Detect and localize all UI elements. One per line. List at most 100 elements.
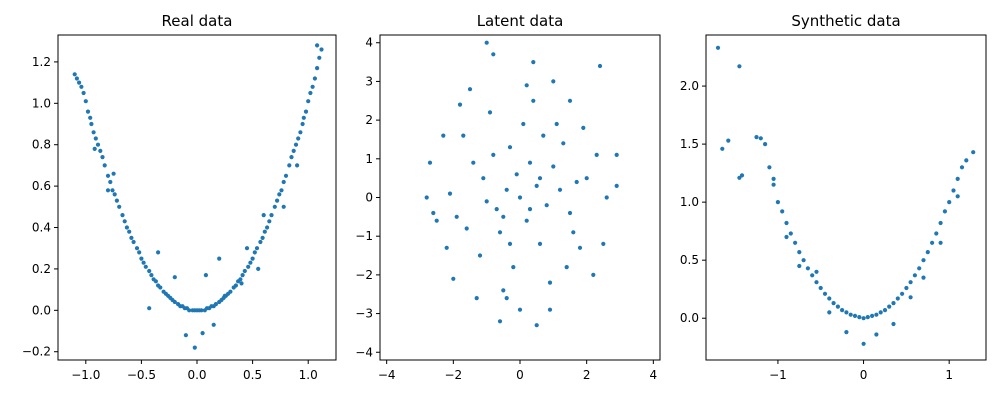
real-data-title: Real data: [162, 12, 233, 30]
data-point: [930, 240, 935, 245]
data-point: [925, 250, 930, 255]
data-point: [614, 183, 619, 188]
data-point: [934, 231, 939, 236]
data-point: [775, 200, 781, 205]
data-point: [319, 47, 324, 52]
data-point: [481, 176, 486, 181]
data-point: [584, 176, 589, 181]
data-point: [289, 155, 294, 160]
data-point: [291, 148, 296, 153]
data-point: [534, 323, 539, 328]
data-point: [92, 146, 97, 151]
data-point: [434, 218, 439, 223]
data-point: [238, 277, 243, 282]
data-point: [827, 310, 832, 315]
data-point: [98, 148, 103, 153]
data-point: [788, 231, 793, 236]
data-point: [141, 260, 146, 265]
x-tick-label: 1: [945, 368, 953, 382]
data-point: [861, 341, 866, 346]
data-point: [720, 146, 725, 151]
data-point: [537, 176, 543, 181]
synthetic-data-axes-frame: [705, 34, 987, 361]
data-point: [454, 214, 459, 219]
data-point: [93, 136, 98, 141]
data-point: [143, 264, 148, 269]
latent-data-panel: Latent data −4 −2 0 2 4 −4 −3 −2 −1 0 1 2 3 4: [355, 12, 661, 382]
data-point: [737, 64, 742, 69]
x-tick-label: 1.0: [299, 368, 318, 382]
data-point: [494, 207, 499, 212]
data-point: [554, 121, 559, 127]
data-point: [591, 272, 596, 277]
data-point: [315, 66, 320, 71]
data-point: [547, 307, 553, 312]
y-tick-label: 0.0: [680, 311, 699, 325]
x-tick-label: 0: [860, 368, 868, 382]
data-point: [758, 136, 763, 141]
data-point: [187, 308, 192, 313]
data-point: [524, 218, 529, 223]
data-point: [444, 245, 449, 250]
data-point: [715, 45, 721, 50]
data-point: [81, 90, 86, 96]
y-tick-label: 2.0: [680, 79, 699, 93]
data-point: [912, 273, 918, 278]
data-point: [597, 63, 603, 69]
data-point: [942, 209, 948, 214]
data-point: [158, 285, 163, 290]
data-point: [156, 250, 161, 255]
data-point: [908, 295, 913, 300]
data-point: [955, 176, 960, 181]
data-point: [217, 256, 222, 261]
data-point: [484, 40, 489, 45]
data-point: [726, 138, 731, 143]
data-point: [527, 160, 533, 165]
data-point: [581, 125, 586, 130]
x-tick-label: −1.0: [71, 368, 100, 382]
data-point: [203, 273, 208, 278]
data-point: [112, 192, 117, 197]
data-point: [312, 76, 317, 81]
data-point: [814, 269, 819, 274]
data-point: [497, 319, 503, 324]
data-point: [571, 230, 576, 235]
data-point: [254, 246, 260, 251]
data-point: [147, 268, 152, 274]
data-point: [467, 87, 473, 92]
data-point: [451, 276, 456, 281]
data-point: [497, 230, 503, 235]
data-point: [531, 60, 536, 65]
data-point: [544, 203, 549, 208]
data-point: [852, 313, 858, 318]
data-point: [504, 187, 509, 192]
data-point: [117, 204, 122, 209]
data-point: [424, 195, 429, 200]
data-point: [300, 121, 305, 127]
data-point: [105, 188, 111, 193]
data-point: [848, 312, 853, 317]
data-point: [213, 302, 218, 307]
data-point: [79, 84, 84, 89]
data-point: [921, 275, 926, 280]
data-point: [514, 172, 519, 177]
data-point: [771, 182, 776, 187]
data-point: [805, 266, 811, 271]
data-point: [861, 316, 866, 321]
data-point: [244, 246, 250, 251]
data-point: [427, 160, 433, 165]
data-point: [260, 235, 265, 240]
data-point: [267, 219, 272, 224]
data-point: [577, 245, 583, 250]
latent-data-title: Latent data: [477, 12, 564, 30]
data-point: [200, 331, 205, 336]
y-tick-label: −1: [355, 229, 373, 243]
data-point: [139, 256, 144, 261]
data-point: [89, 121, 94, 127]
data-point: [844, 330, 849, 335]
data-point: [310, 84, 315, 89]
data-point: [604, 195, 609, 200]
data-point: [865, 315, 870, 320]
data-point: [531, 98, 536, 103]
data-point: [547, 280, 553, 285]
